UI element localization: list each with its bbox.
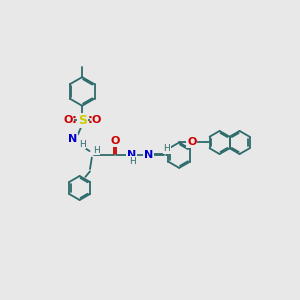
Text: N: N [68, 134, 77, 144]
Text: H: H [129, 157, 135, 166]
Text: O: O [64, 115, 73, 125]
Text: H: H [79, 140, 86, 148]
Text: N: N [144, 150, 153, 160]
Text: O: O [110, 136, 120, 146]
Text: H: H [93, 146, 99, 154]
Text: O: O [91, 115, 101, 125]
Text: O: O [187, 137, 196, 148]
Text: :: : [71, 113, 76, 126]
Text: H: H [163, 144, 170, 153]
Text: :: : [88, 113, 93, 126]
Text: S: S [78, 114, 87, 127]
Text: N: N [127, 150, 136, 160]
